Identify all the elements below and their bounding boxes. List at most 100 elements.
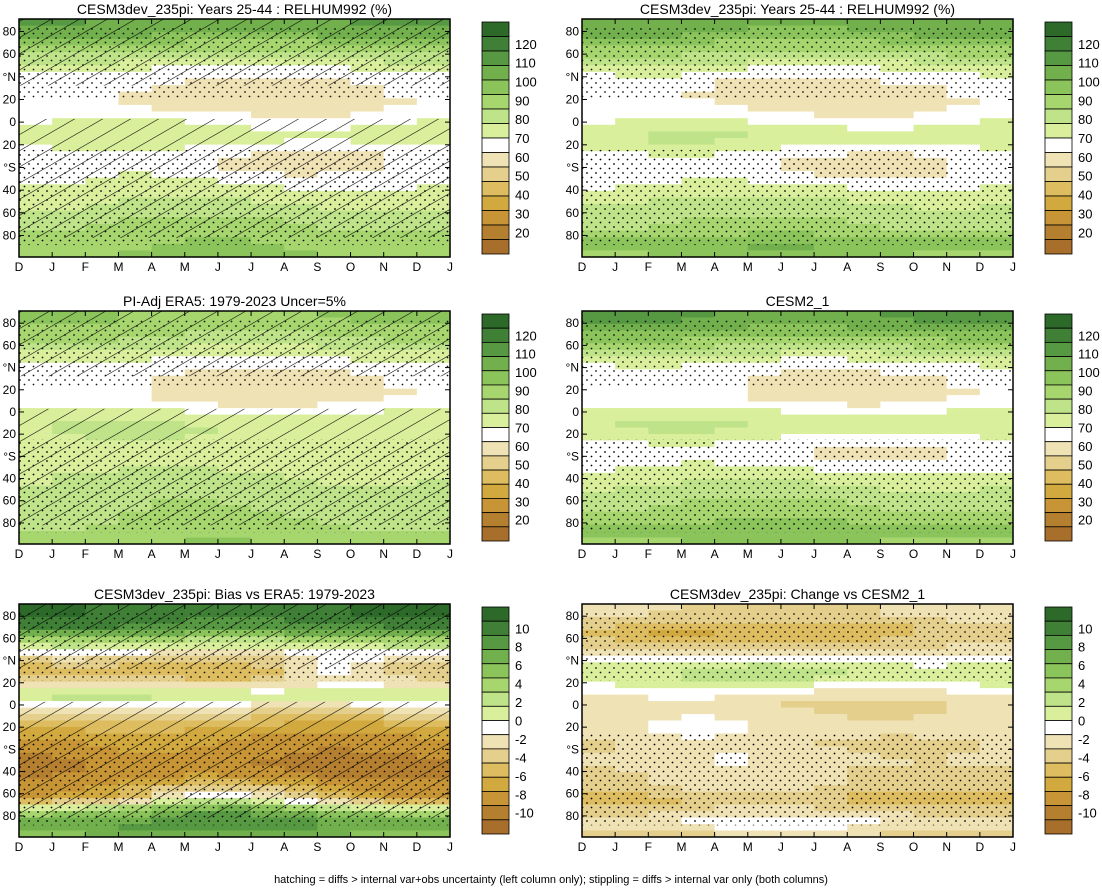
heatmap-cell <box>780 138 815 146</box>
heatmap-cell <box>714 104 749 113</box>
heatmap-cell <box>217 694 252 702</box>
heatmap-cell <box>780 427 815 435</box>
heatmap-cell <box>350 681 385 689</box>
colorbar-label: 50 <box>515 169 529 184</box>
colorbar-label: 90 <box>515 384 529 399</box>
heatmap-cell <box>979 395 1014 403</box>
heatmap-cell <box>251 824 285 832</box>
heatmap-cell <box>681 138 716 146</box>
heatmap-cell <box>648 401 683 409</box>
heatmap-cell <box>648 681 683 689</box>
heatmap-cell <box>416 104 451 113</box>
heatmap-cell <box>251 531 285 539</box>
colorbar-label: 100 <box>515 74 537 89</box>
colorbar-label: 50 <box>1078 457 1092 472</box>
heatmap-cell <box>615 433 649 442</box>
heatmap-cell <box>880 604 915 612</box>
colorbar-swatch <box>1044 663 1073 679</box>
heatmap-cell <box>52 401 86 409</box>
heatmap-cell <box>747 144 782 152</box>
heatmap-cell <box>681 421 716 429</box>
heatmap-cell <box>19 531 53 539</box>
colorbar-swatch <box>1044 313 1073 329</box>
colorbar-label: -10 <box>515 806 534 821</box>
heatmap-cell <box>251 250 285 258</box>
colorbar-swatch <box>481 634 510 650</box>
colorbar-label: -2 <box>515 732 527 747</box>
heatmap-cell <box>946 138 981 146</box>
heatmap-cell <box>151 395 186 403</box>
heatmap-cell <box>747 250 782 258</box>
colorbar-swatch <box>481 65 510 81</box>
heatmap-cell <box>714 388 749 396</box>
heatmap-cell <box>284 395 318 403</box>
x-tick-label: M <box>743 840 753 854</box>
y-tick-label: 60 <box>566 631 580 645</box>
y-tick-label: 80 <box>566 809 580 823</box>
colorbar-swatch <box>481 137 510 153</box>
heatmap-cell <box>714 824 749 832</box>
heatmap-cell <box>184 104 219 113</box>
heatmap-cell <box>780 694 815 702</box>
heatmap-cell <box>615 311 649 319</box>
heatmap-cell <box>52 104 86 113</box>
y-tick-label: °S <box>566 449 579 463</box>
heatmap-cell <box>780 421 815 429</box>
heatmap-cell <box>284 111 318 119</box>
heatmap-cell <box>151 830 186 838</box>
heatmap-cell <box>19 688 53 696</box>
heatmap-cell <box>648 433 683 442</box>
heatmap-cell <box>913 714 948 722</box>
colorbar-swatch <box>481 356 510 372</box>
x-tick-label: J <box>778 547 784 561</box>
heatmap-cell <box>847 427 881 435</box>
heatmap-cell <box>780 537 815 545</box>
heatmap-cell <box>814 701 848 709</box>
colorbar-swatch <box>1044 181 1073 197</box>
heatmap-cell <box>946 604 981 612</box>
heatmap-cell <box>714 604 749 612</box>
heatmap-cell <box>648 714 683 722</box>
heatmap-cell <box>681 427 716 435</box>
colorbar-label: 70 <box>1078 131 1092 146</box>
x-tick-label: J <box>1010 547 1016 561</box>
heatmap-cell <box>847 98 881 106</box>
heatmap-cell <box>648 243 683 251</box>
heatmap-cell <box>681 395 716 403</box>
heatmap-cell <box>582 681 616 689</box>
colorbar-swatch <box>1044 412 1073 428</box>
heatmap-cell <box>416 395 451 403</box>
heatmap-cell <box>880 19 915 27</box>
panel-p6: CESM3dev_235pi: Change vs CESM2_1 D J F M A M J… <box>566 586 1097 854</box>
heatmap-cell <box>979 250 1014 258</box>
panel-title: CESM2_1 <box>766 293 830 309</box>
x-tick-label: J <box>248 840 254 854</box>
panel-title: CESM3dev_235pi: Years 25-44 : RELHUM992 … <box>77 1 392 17</box>
heatmap-cell <box>714 433 749 442</box>
heatmap-cell <box>648 250 683 258</box>
heatmap-cell <box>780 250 815 258</box>
heatmap-cell <box>747 433 782 442</box>
heatmap-cell <box>780 395 815 403</box>
y-tick-label: °S <box>3 160 16 174</box>
heatmap-cell <box>780 701 815 709</box>
heatmap-cell <box>780 104 815 113</box>
heatmap-cell <box>284 250 318 258</box>
heatmap-cell <box>681 701 716 709</box>
heatmap-cell <box>217 388 252 396</box>
heatmap-cell <box>913 104 948 113</box>
heatmap-cell <box>184 531 219 539</box>
heatmap-cell <box>648 138 683 146</box>
heatmap-cell <box>747 131 782 139</box>
heatmap-cell <box>979 701 1014 709</box>
heatmap-cell <box>19 243 53 251</box>
heatmap-cell <box>648 131 683 139</box>
heatmap-cell <box>416 537 451 545</box>
heatmap-cell <box>648 830 683 838</box>
heatmap-cell <box>85 537 120 545</box>
heatmap-cell <box>814 250 848 258</box>
heatmap-cell <box>814 414 848 422</box>
heatmap-cell <box>350 694 385 702</box>
colorbar-swatch <box>1044 512 1073 528</box>
heatmap-cell <box>582 311 616 319</box>
